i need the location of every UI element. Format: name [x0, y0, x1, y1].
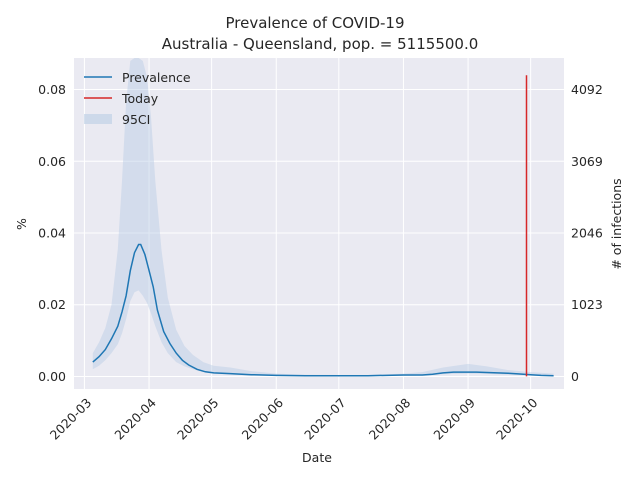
x-tick-label-4: 2020-07 [301, 395, 349, 443]
y2-tick-label-3: 3069 [571, 154, 603, 169]
x-tick-label-3: 2020-06 [239, 395, 287, 443]
y2-tick-labels: 0 1023 2046 3069 4092 [571, 82, 603, 384]
y2-tick-label-2: 2046 [571, 226, 603, 241]
y2-tick-label-1: 1023 [571, 297, 603, 312]
y-tick-labels: 0.00 0.02 0.04 0.06 0.08 [38, 82, 66, 384]
x-tick-label-7: 2020-10 [493, 395, 541, 443]
y-tick-label-0: 0.00 [38, 369, 66, 384]
legend: Prevalence Today 95CI [84, 70, 191, 127]
y-tick-label-2: 0.04 [38, 226, 66, 241]
y-tick-label-1: 0.02 [38, 297, 66, 312]
x-axis-label: Date [302, 450, 332, 465]
y2-tick-label-4: 4092 [571, 82, 603, 97]
y2-axis-label: # of infections [609, 178, 624, 269]
x-tick-label-1: 2020-04 [111, 395, 159, 443]
chart-subtitle: Australia - Queensland, pop. = 5115500.0 [162, 35, 479, 53]
legend-ci-swatch [84, 114, 112, 124]
plot-area [74, 58, 564, 389]
legend-ci-label: 95CI [122, 112, 150, 127]
y-axis-label: % [14, 218, 29, 230]
y-tick-label-4: 0.08 [38, 82, 66, 97]
prevalence-line [92, 243, 554, 377]
grid [74, 58, 564, 389]
y-tick-label-3: 0.06 [38, 154, 66, 169]
x-tick-label-6: 2020-09 [430, 395, 478, 443]
x-tick-labels: 2020-03 2020-04 2020-05 2020-06 2020-07 2020-… [47, 395, 541, 443]
x-tick-label-0: 2020-03 [47, 395, 95, 443]
x-tick-label-5: 2020-08 [366, 395, 414, 443]
chart-title: Prevalence of COVID-19 [225, 14, 404, 32]
y2-tick-label-0: 0 [571, 369, 579, 384]
x-tick-label-2: 2020-05 [174, 395, 222, 443]
legend-prevalence-label: Prevalence [122, 70, 191, 85]
legend-today-label: Today [121, 91, 159, 106]
ci-band [92, 58, 554, 377]
